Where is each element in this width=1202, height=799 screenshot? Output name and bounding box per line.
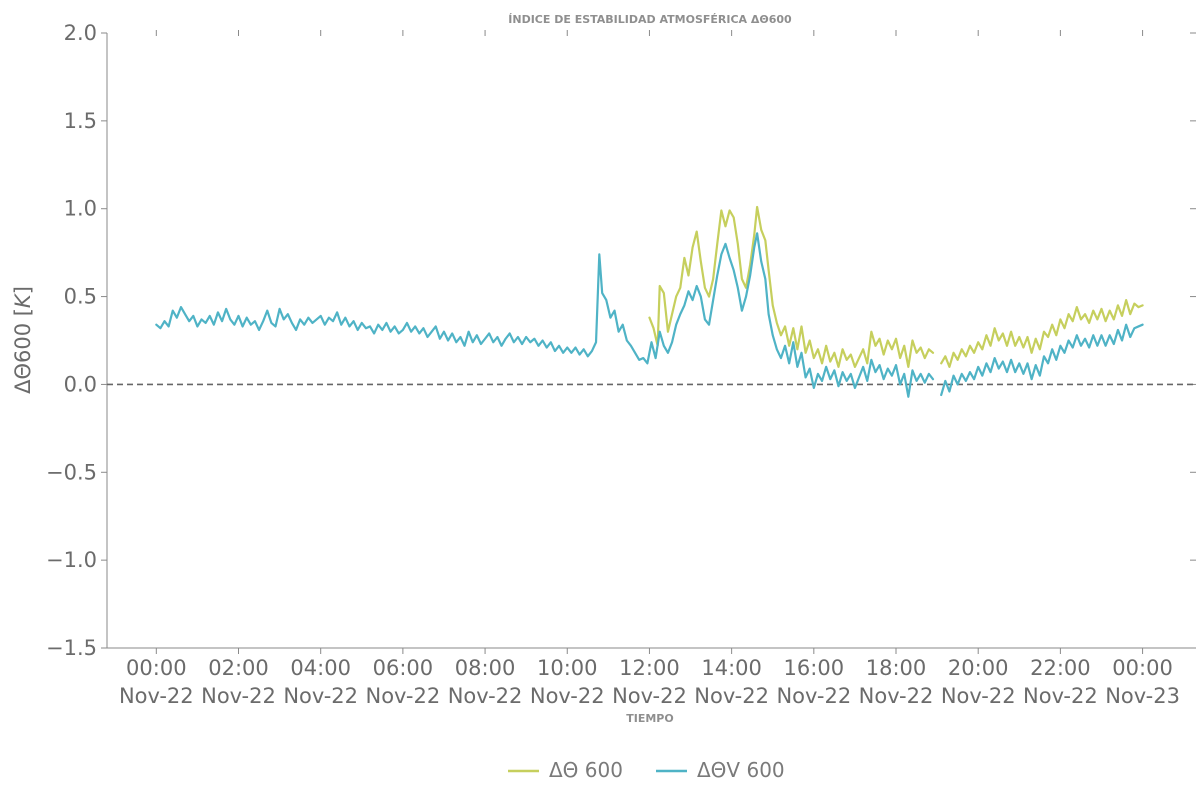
x-axis-label: TIEMPO: [626, 712, 673, 725]
x-tick-time-label: 08:00: [455, 656, 516, 680]
x-tick-date-label: Nov-22: [1023, 684, 1098, 708]
y-axis-label: ΔΘ600 [K]: [11, 286, 35, 394]
x-tick-time-label: 20:00: [948, 656, 1009, 680]
x-tick-time-label: 02:00: [208, 656, 269, 680]
x-tick-time-label: 10:00: [537, 656, 598, 680]
legend-label: ΔΘV 600: [697, 758, 785, 782]
x-tick-date-label: Nov-22: [448, 684, 523, 708]
x-tick-date-label: Nov-22: [530, 684, 605, 708]
series-line-1: [155, 232, 1144, 398]
axes: [106, 33, 1196, 649]
y-tick-label: −0.5: [46, 460, 97, 484]
y-tick-label: 1.5: [64, 109, 97, 133]
x-tick-date-label: Nov-22: [366, 684, 441, 708]
x-tick-time-label: 14:00: [701, 656, 762, 680]
x-tick-time-label: 12:00: [619, 656, 680, 680]
x-ticks: 00:00 Nov-22 02:00 Nov-22 04:00 Nov-22 06:00 No…: [119, 30, 1180, 708]
x-tick-time-label: 18:00: [866, 656, 927, 680]
x-tick-time-label: 00:00: [126, 656, 187, 680]
x-tick-date-label: Nov-22: [612, 684, 687, 708]
chart-title: ÍNDICE DE ESTABILIDAD ATMOSFÉRICA ΔΘ600: [508, 13, 792, 26]
y-tick-label: 0.5: [64, 285, 97, 309]
y-ticks: 2.0 1.5 1.0 0.5 0.0 −0.5 −1.0 −1.5: [46, 21, 1196, 660]
x-tick-date-label: Nov-22: [694, 684, 769, 708]
x-tick-date-label: Nov-22: [201, 684, 276, 708]
y-tick-label: −1.0: [46, 548, 97, 572]
x-tick-date-label: Nov-22: [859, 684, 934, 708]
y-tick-label: 0.0: [64, 372, 97, 396]
x-tick-time-label: 16:00: [784, 656, 845, 680]
x-tick-date-label: Nov-22: [283, 684, 358, 708]
x-tick-time-label: 22:00: [1030, 656, 1091, 680]
y-tick-label: −1.5: [46, 636, 97, 660]
x-tick-date-label: Nov-23: [1105, 684, 1180, 708]
legend: ΔΘ 600 ΔΘV 600: [508, 758, 785, 782]
y-tick-label: 1.0: [64, 197, 97, 221]
x-tick-time-label: 00:00: [1112, 656, 1173, 680]
x-tick-date-label: Nov-22: [776, 684, 851, 708]
x-tick-time-label: 04:00: [290, 656, 351, 680]
series-line-0: [648, 205, 1144, 368]
series-lines: [155, 205, 1144, 398]
legend-label: ΔΘ 600: [549, 758, 623, 782]
x-tick-date-label: Nov-22: [119, 684, 194, 708]
y-tick-label: 2.0: [64, 21, 97, 45]
x-tick-time-label: 06:00: [373, 656, 434, 680]
x-tick-date-label: Nov-22: [941, 684, 1016, 708]
